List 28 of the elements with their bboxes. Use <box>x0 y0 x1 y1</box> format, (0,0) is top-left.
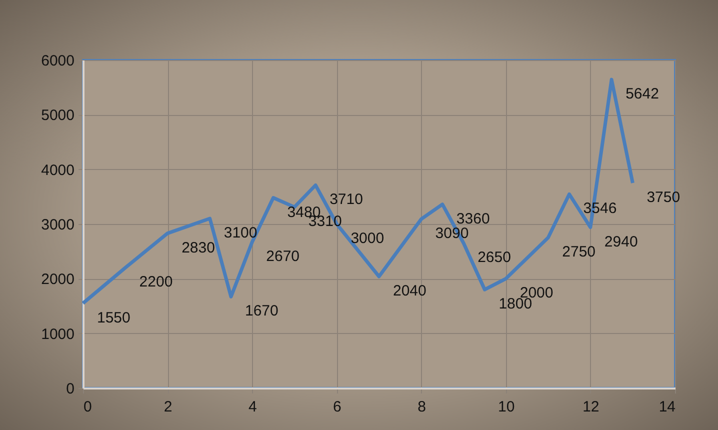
data-label: 2830 <box>182 239 215 256</box>
y-tick-label: 3000 <box>41 216 74 234</box>
x-tick-label: 12 <box>582 398 600 416</box>
data-label: 5642 <box>626 86 659 103</box>
data-label: 1550 <box>97 309 130 326</box>
y-tick-label: 1000 <box>41 326 74 343</box>
x-tick-label: 4 <box>248 398 257 416</box>
data-label: 2670 <box>266 248 300 266</box>
x-tick-label: 8 <box>418 398 426 416</box>
data-label: 2200 <box>139 274 173 291</box>
y-tick-label: 2000 <box>41 271 74 288</box>
y-tick-label: 6000 <box>41 52 74 70</box>
y-tick-label: 0 <box>66 380 74 398</box>
data-label: 3000 <box>350 230 384 247</box>
x-tick-label: 14 <box>658 398 676 416</box>
data-label: 2750 <box>562 244 596 261</box>
data-label: 2650 <box>478 249 511 266</box>
data-label: 2040 <box>393 282 426 300</box>
x-tick-label: 6 <box>333 398 342 416</box>
data-label: 2940 <box>604 233 638 250</box>
x-tick-label: 2 <box>164 398 172 416</box>
x-tick-label: 0 <box>84 398 92 416</box>
data-label: 3710 <box>330 191 363 208</box>
data-label: 1670 <box>245 302 278 320</box>
y-tick-label: 5000 <box>41 107 74 124</box>
y-tick-label: 4000 <box>41 162 74 179</box>
x-tick-label: 10 <box>498 398 515 416</box>
data-label: 3360 <box>456 210 490 228</box>
